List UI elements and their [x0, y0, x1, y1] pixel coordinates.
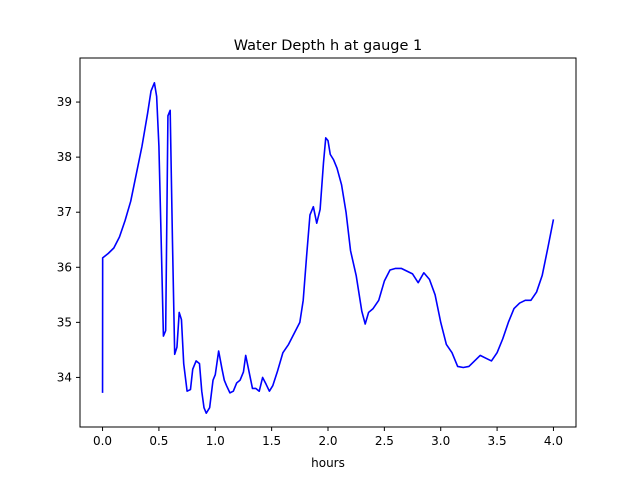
y-tick-label: 35: [57, 315, 72, 329]
y-tick-label: 38: [57, 150, 72, 164]
x-tick-label: 3.5: [488, 434, 507, 448]
y-tick-label: 36: [57, 260, 72, 274]
chart-title: Water Depth h at gauge 1: [234, 38, 422, 54]
x-tick-label: 0.0: [93, 434, 112, 448]
y-axis-ticks: 34 35 36 37 38 39: [57, 95, 80, 384]
x-tick-label: 1.0: [206, 434, 225, 448]
series-line-0: [101, 81, 555, 415]
x-tick-label: 2.5: [375, 434, 394, 448]
y-tick-label: 37: [57, 205, 72, 219]
x-axis-label: hours: [311, 456, 345, 470]
x-tick-label: 1.5: [262, 434, 281, 448]
x-axis-ticks: 0.0 0.5 1.0 1.5 2.0 2.5 3.0 3.5 4.0: [93, 427, 563, 448]
y-tick-label: 34: [57, 370, 72, 384]
y-tick-label: 39: [57, 95, 72, 109]
plot-area: [101, 81, 555, 415]
x-tick-label: 2.0: [318, 434, 337, 448]
x-tick-label: 4.0: [544, 434, 563, 448]
x-tick-label: 0.5: [149, 434, 168, 448]
x-tick-label: 3.0: [431, 434, 450, 448]
